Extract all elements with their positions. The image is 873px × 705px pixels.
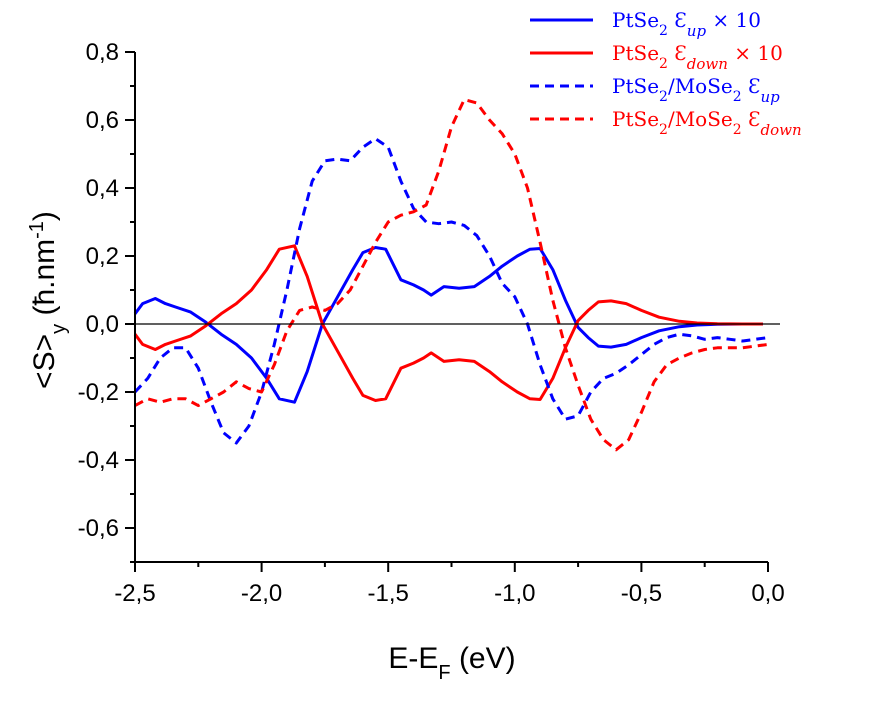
y-tick-label: -0,4	[78, 447, 119, 474]
x-tick-label: -1,0	[494, 580, 535, 607]
x-tick-label: -0,5	[621, 580, 662, 607]
x-tick-label: 0,0	[751, 580, 784, 607]
legend-label-3: PtSe2/MoSe2 Ɛup	[612, 74, 780, 106]
legend-label-1: PtSe2 Ɛup × 10	[612, 8, 761, 40]
y-tick-label: -0,2	[78, 379, 119, 406]
series-line-3	[133, 137, 769, 445]
x-tick-label: -1,5	[368, 580, 409, 607]
series-line-4	[134, 98, 769, 452]
y-tick-label: 0,8	[86, 39, 119, 66]
axis-titles: E-EF (eV) <S>y (ħ.nm-1)	[26, 211, 516, 684]
x-tick-label: -2,0	[241, 580, 282, 607]
series-line-1	[133, 246, 763, 404]
x-axis-title: E-EF (eV)	[388, 642, 515, 684]
x-tick-label: -2,5	[114, 580, 155, 607]
y-tick-label: 0,2	[86, 243, 119, 270]
y-tick-label: 0,0	[86, 311, 119, 338]
axes: -2,5 -2,0 -1,5 -1,0 -0,5 0,0 -0,6 -0,4 -0,2 0,0 0,…	[78, 39, 785, 607]
series-line-2	[133, 244, 763, 402]
y-tick-label: 0,4	[86, 175, 119, 202]
y-tick-label: -0,6	[78, 515, 119, 542]
plot-area	[133, 98, 769, 452]
legend-label-2: PtSe2 Ɛdown × 10	[612, 41, 783, 73]
y-tick-label: 0,6	[86, 107, 119, 134]
y-axis-title: <S>y (ħ.nm-1)	[26, 211, 70, 389]
legend-label-4: PtSe2/MoSe2 Ɛdown	[612, 107, 802, 139]
